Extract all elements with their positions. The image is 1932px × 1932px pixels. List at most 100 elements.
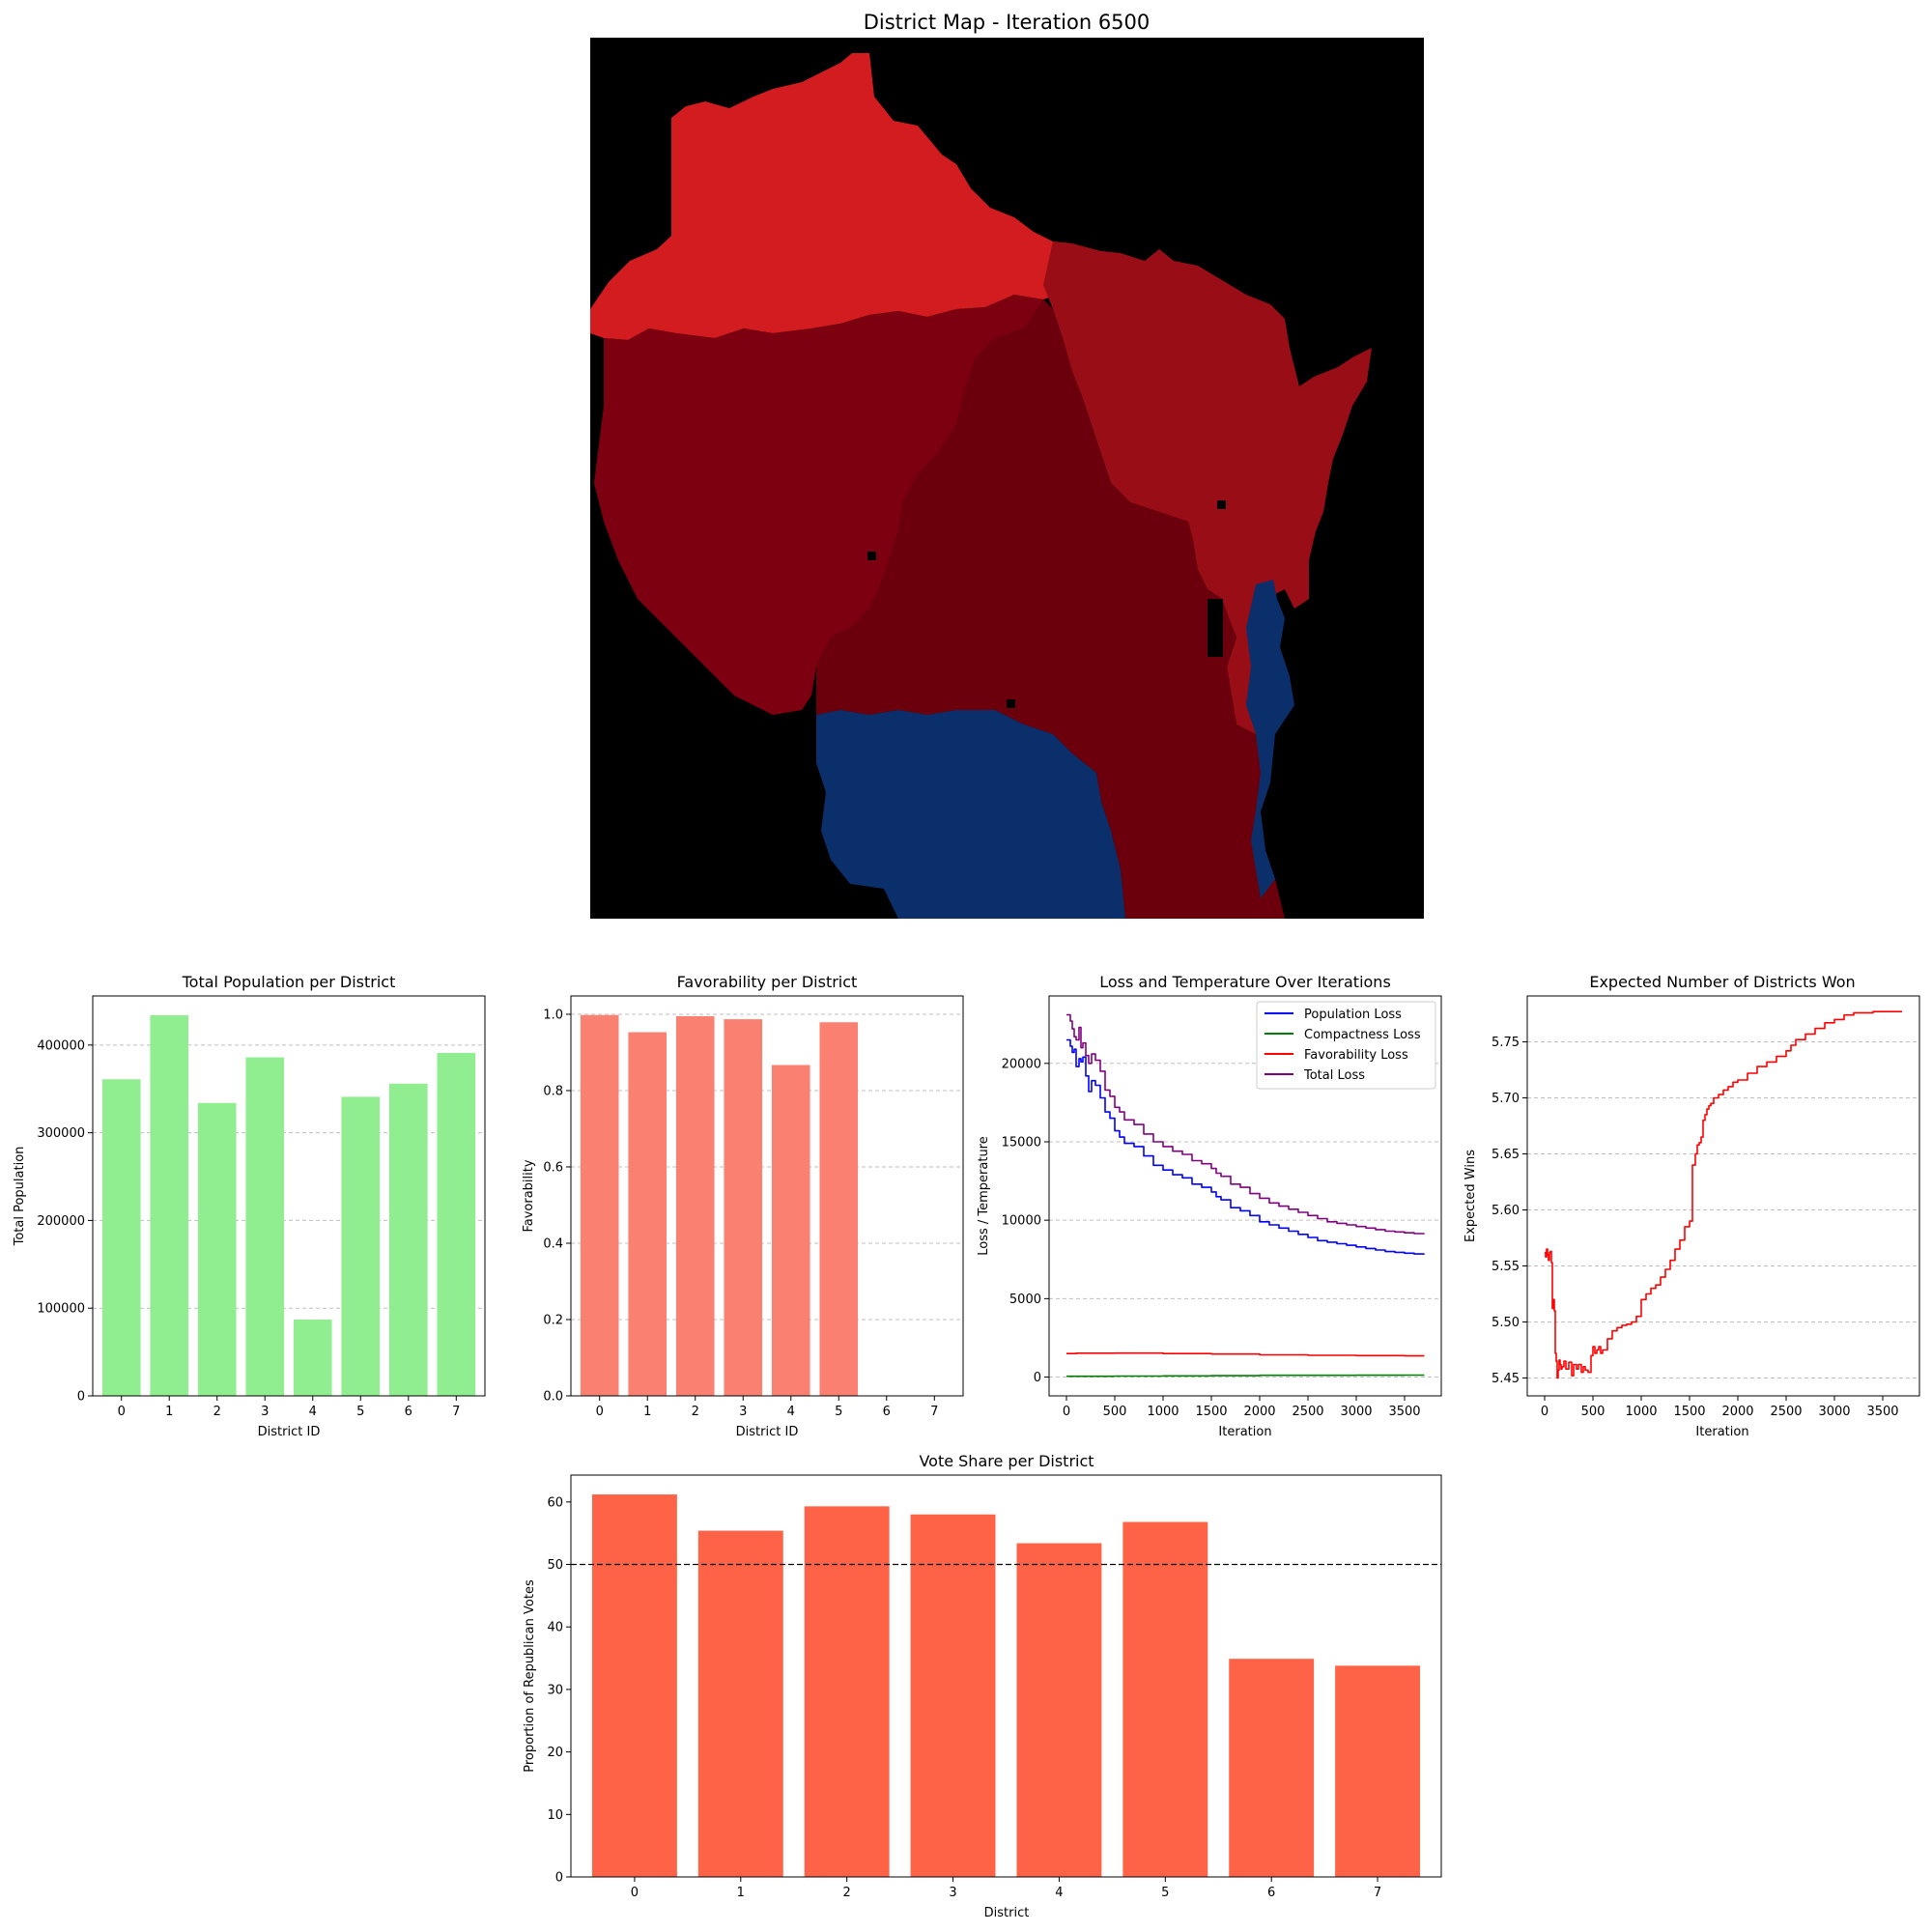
loss-series-line-3 (1066, 1013, 1425, 1235)
pop-xtick-label: 5 (356, 1405, 364, 1419)
pop-bar-0 (101, 1079, 141, 1396)
pop-xtick-label: 3 (261, 1405, 269, 1419)
wins-ytick-label: 5.45 (1492, 1372, 1520, 1386)
vote-bar-6 (1229, 1659, 1315, 1877)
fav-xtick-label: 1 (643, 1405, 651, 1419)
population-x-axis-label: District ID (258, 1425, 321, 1439)
population-chart-title: Total Population per District (182, 973, 396, 991)
vote-bar-5 (1122, 1521, 1208, 1877)
wins-xtick-label: 2500 (1770, 1405, 1802, 1419)
pop-bar-7 (437, 1053, 476, 1396)
map-pixel-gap (1217, 500, 1226, 509)
fav-bar-2 (675, 1015, 715, 1396)
loss-chart-title: Loss and Temperature Over Iterations (1099, 973, 1391, 991)
pop-bar-3 (245, 1057, 285, 1396)
fav-ytick-label: 0.2 (543, 1313, 563, 1327)
vote-bar-7 (1335, 1665, 1421, 1877)
loss-xtick-label: 3500 (1388, 1405, 1420, 1419)
vote-bar-4 (1016, 1543, 1102, 1877)
district-region-northeast (1043, 242, 1372, 763)
loss-ytick-label: 0 (1034, 1371, 1041, 1385)
wins-xtick-label: 1000 (1625, 1405, 1657, 1419)
loss-xtick-label: 2000 (1243, 1405, 1275, 1419)
vote-xtick-label: 4 (1055, 1886, 1063, 1900)
fav-xtick-label: 5 (835, 1405, 842, 1419)
pop-xtick-label: 7 (452, 1405, 460, 1419)
fav-bar-3 (724, 1019, 763, 1396)
legend-label-favorability: Favorability Loss (1304, 1048, 1408, 1063)
loss-x-axis-label: Iteration (1218, 1425, 1271, 1439)
loss-xtick-label: 1500 (1195, 1405, 1227, 1419)
wins-xtick-label: 1500 (1673, 1405, 1705, 1419)
wins-chart-title: Expected Number of Districts Won (1589, 973, 1855, 991)
pop-xtick-label: 6 (405, 1405, 412, 1419)
loss-xtick-label: 500 (1103, 1405, 1127, 1419)
wins-xtick-label: 3000 (1818, 1405, 1850, 1419)
wins-ytick-label: 5.50 (1492, 1316, 1520, 1330)
vote-xtick-label: 5 (1161, 1886, 1169, 1900)
pop-ytick-label: 0 (77, 1390, 85, 1405)
pop-bar-4 (293, 1320, 332, 1396)
wins-ytick-label: 5.55 (1492, 1260, 1520, 1274)
loss-xtick-label: 1000 (1147, 1405, 1179, 1419)
wins-ytick-label: 5.65 (1492, 1148, 1520, 1162)
wins-xtick-label: 500 (1581, 1405, 1605, 1419)
loss-xtick-label: 2500 (1292, 1405, 1323, 1419)
loss-ytick-label: 20000 (1002, 1057, 1041, 1071)
fav-xtick-label: 2 (692, 1405, 699, 1419)
loss-ytick-label: 15000 (1002, 1135, 1041, 1150)
wins-chart: Expected Number of Districts Won 0 500 100… (1463, 973, 1920, 1439)
map-pixel-gap (867, 552, 876, 560)
favorability-chart-frame (570, 995, 964, 1397)
loss-legend-box (1256, 1001, 1436, 1090)
wins-x-axis-label: Iteration (1695, 1425, 1748, 1439)
wins-series-line-0 (1545, 1010, 1902, 1379)
wins-ytick-label: 5.70 (1492, 1092, 1520, 1106)
vote-bar-3 (910, 1514, 996, 1877)
loss-y-axis-label: Loss / Temperature (977, 1136, 991, 1256)
vote-bar-2 (804, 1506, 890, 1877)
district-region-west (594, 295, 1043, 715)
pop-ytick-label: 200000 (37, 1214, 85, 1229)
favorability-chart-title: Favorability per District (677, 973, 858, 991)
vote-ytick-label: 40 (547, 1621, 563, 1635)
loss-series-line-0 (1066, 1038, 1425, 1255)
loss-chart: Loss and Temperature Over Iterations 0 50… (977, 973, 1442, 1439)
pop-xtick-label: 0 (118, 1405, 126, 1419)
legend-label-compactness: Compactness Loss (1304, 1028, 1421, 1042)
wins-chart-frame (1526, 995, 1920, 1397)
loss-series-line-1 (1066, 1374, 1425, 1378)
vote-xtick-label: 3 (949, 1886, 956, 1900)
fav-ytick-label: 1.0 (543, 1008, 563, 1022)
fav-xtick-label: 0 (596, 1405, 604, 1419)
legend-label-total: Total Loss (1303, 1068, 1365, 1083)
fav-bar-5 (819, 1022, 859, 1396)
legend-label-population: Population Loss (1304, 1008, 1402, 1022)
pop-bar-5 (341, 1096, 381, 1396)
vote-xtick-label: 0 (631, 1886, 639, 1900)
vote-ytick-label: 50 (547, 1558, 563, 1573)
pop-ytick-label: 100000 (37, 1302, 85, 1317)
vote-xtick-label: 6 (1267, 1886, 1275, 1900)
pop-bar-6 (388, 1083, 428, 1396)
wins-xtick-label: 3500 (1866, 1405, 1898, 1419)
fav-ytick-label: 0.4 (543, 1236, 563, 1251)
voteshare-chart-frame (570, 1474, 1442, 1878)
fav-ytick-label: 0.8 (543, 1084, 563, 1098)
loss-xtick-label: 3000 (1340, 1405, 1372, 1419)
pop-ytick-label: 400000 (37, 1038, 85, 1053)
pop-xtick-label: 2 (213, 1405, 221, 1419)
wins-ytick-label: 5.75 (1492, 1036, 1520, 1050)
fav-bar-1 (628, 1032, 668, 1396)
fav-xtick-label: 6 (883, 1405, 891, 1419)
pop-bar-1 (150, 1014, 189, 1396)
fav-xtick-label: 4 (787, 1405, 795, 1419)
population-y-axis-label: Total Population (13, 1147, 27, 1247)
voteshare-x-axis-label: District (984, 1906, 1030, 1920)
vote-bar-1 (697, 1530, 783, 1877)
district-region-center (816, 299, 1285, 919)
map-lake-gap (1208, 599, 1223, 657)
voteshare-chart: Vote Share per District 0 1 2 3 4 5 6 7 0 10 20 30… (523, 1452, 1442, 1920)
fav-xtick-label: 7 (930, 1405, 938, 1419)
